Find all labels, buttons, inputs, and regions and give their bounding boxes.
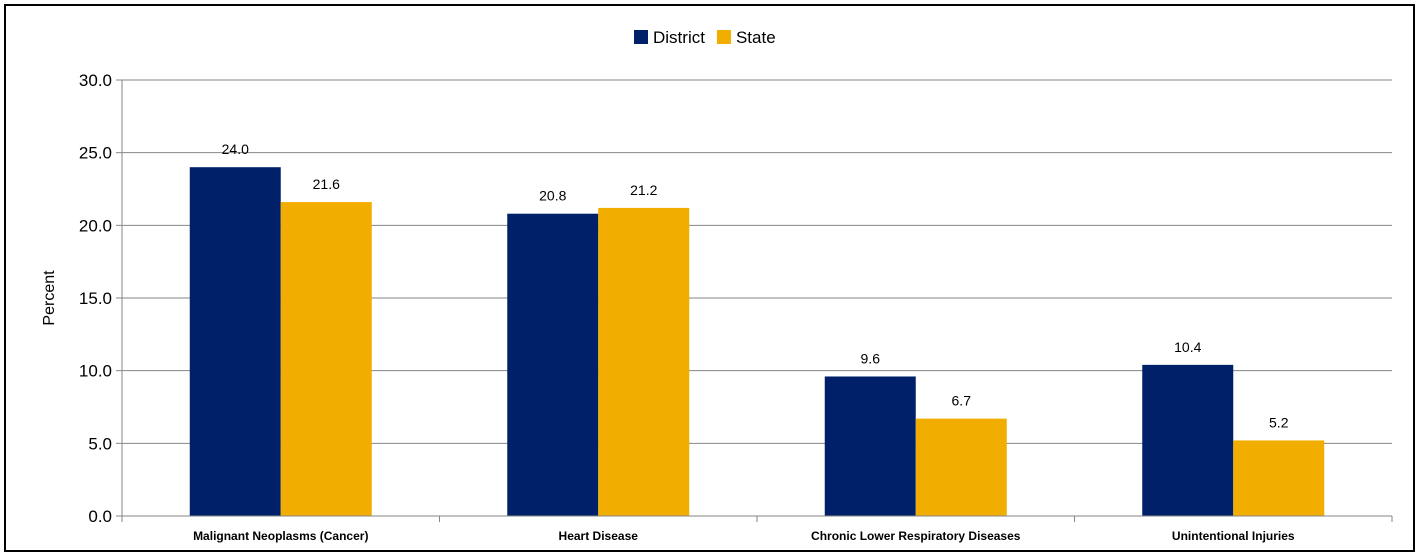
legend-swatch-state bbox=[716, 30, 731, 44]
data-label: 20.8 bbox=[539, 188, 566, 204]
bar-state bbox=[598, 207, 690, 517]
data-label: 21.6 bbox=[313, 176, 340, 192]
bar-district bbox=[189, 167, 281, 516]
bar-state bbox=[915, 418, 1007, 516]
legend-label-district: District bbox=[653, 28, 705, 47]
data-label: 10.4 bbox=[1174, 339, 1201, 355]
y-tick-label: 15.0 bbox=[79, 289, 112, 308]
data-labels: 24.0 21.6 20.8 21.2 9.6 6.7 10.4 5.2 bbox=[222, 141, 1289, 430]
bars bbox=[189, 167, 1325, 517]
category-label: Heart Disease bbox=[559, 529, 639, 543]
y-tick-label: 10.0 bbox=[79, 362, 112, 381]
y-axis-title: Percent bbox=[41, 270, 58, 326]
legend-swatch-district bbox=[634, 30, 648, 44]
bar-state bbox=[280, 202, 372, 516]
category-label: Chronic Lower Respiratory Diseases bbox=[811, 529, 1021, 543]
data-label: 21.2 bbox=[630, 182, 657, 198]
category-label: Unintentional Injuries bbox=[1172, 529, 1295, 543]
axes: 0.0 5.0 10.0 15.0 20.0 25.0 30.0 Percent Maligna… bbox=[41, 71, 1393, 543]
bar-state bbox=[1233, 440, 1325, 516]
bar-chart: 0.0 5.0 10.0 15.0 20.0 25.0 30.0 Percent Maligna… bbox=[41, 28, 1393, 543]
data-label: 24.0 bbox=[222, 141, 249, 157]
legend-label-state: State bbox=[736, 28, 776, 47]
y-tick-label: 25.0 bbox=[79, 144, 112, 163]
bar-district bbox=[1142, 364, 1234, 516]
bar-district bbox=[507, 213, 599, 516]
bar-district bbox=[824, 376, 916, 516]
category-label: Malignant Neoplasms (Cancer) bbox=[193, 529, 368, 543]
y-tick-label: 0.0 bbox=[88, 507, 112, 526]
data-label: 6.7 bbox=[952, 393, 972, 409]
y-tick-label: 5.0 bbox=[88, 434, 112, 453]
chart-frame: 0.0 5.0 10.0 15.0 20.0 25.0 30.0 Percent Maligna… bbox=[4, 4, 1415, 552]
y-tick-label: 20.0 bbox=[79, 216, 112, 235]
data-label: 5.2 bbox=[1269, 414, 1289, 430]
data-label: 9.6 bbox=[861, 350, 881, 366]
y-tick-label: 30.0 bbox=[79, 71, 112, 90]
legend: District State bbox=[634, 28, 776, 47]
